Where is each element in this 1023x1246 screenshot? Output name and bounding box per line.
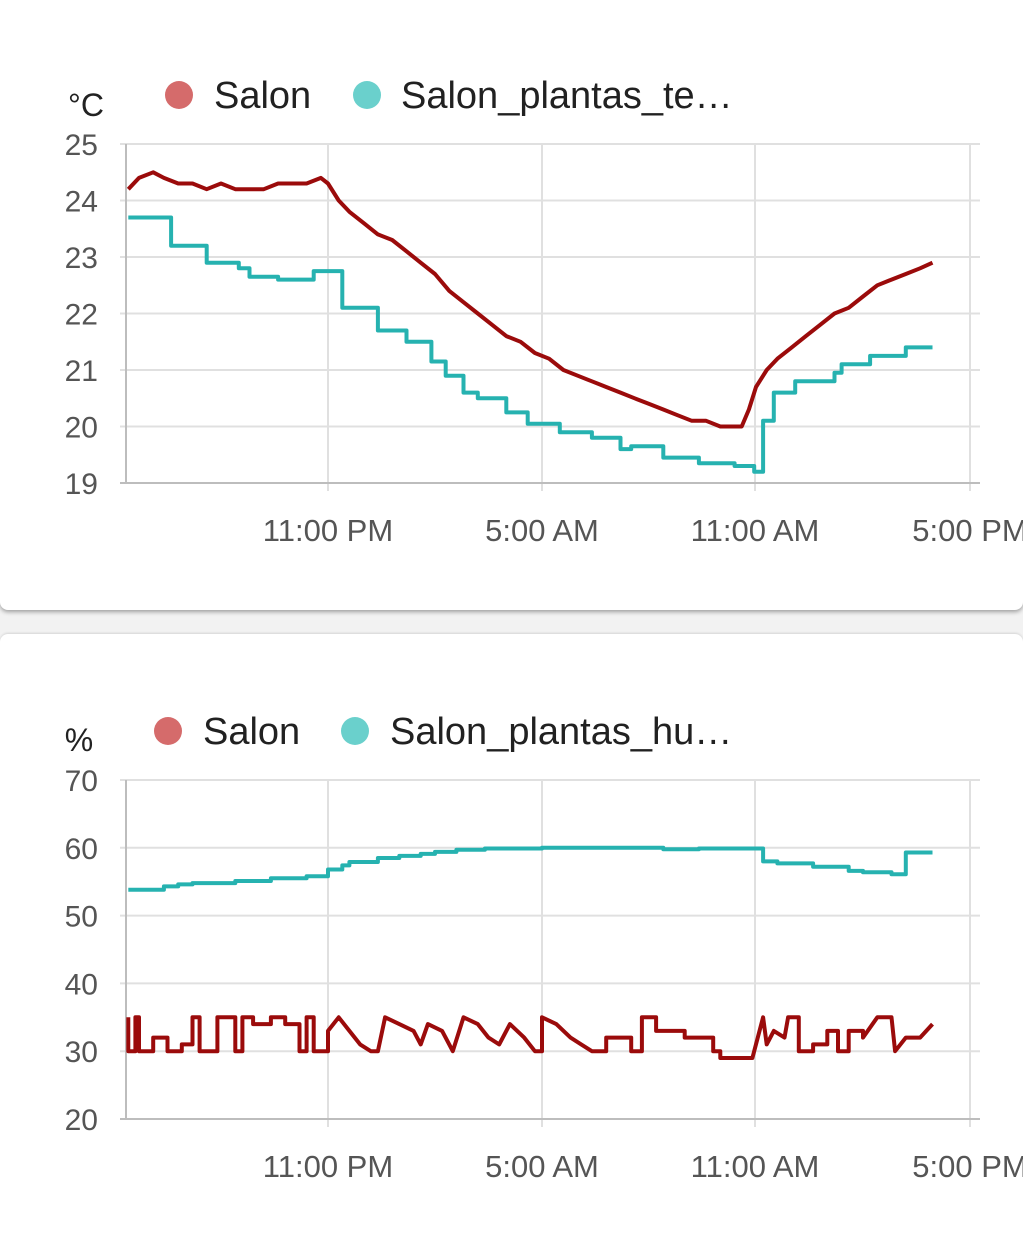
unit-label: % bbox=[65, 722, 93, 758]
y-tick-label: 50 bbox=[65, 901, 98, 934]
temperature-chart: 25 24 23 22 21 20 19 11:00 PM 5:00 AM 11:00 AM 5:0… bbox=[65, 75, 1023, 548]
legend-label-plantas: Salon_plantas_hu… bbox=[390, 711, 732, 753]
x-tick-label: 5:00 PM bbox=[912, 513, 1023, 548]
legend-marker-salon bbox=[154, 717, 182, 745]
series-line-salon bbox=[126, 170, 934, 429]
y-tick-label: 25 bbox=[65, 129, 98, 162]
legend-marker-plantas bbox=[341, 717, 369, 745]
x-tick-label: 5:00 AM bbox=[485, 513, 599, 548]
x-tick-label: 11:00 PM bbox=[263, 513, 393, 548]
x-tick-label: 5:00 AM bbox=[485, 1149, 599, 1184]
temperature-card: 25 24 23 22 21 20 19 11:00 PM 5:00 AM 11:00 AM 5:0… bbox=[0, 0, 1023, 610]
x-tick-label: 11:00 AM bbox=[691, 1149, 820, 1184]
legend-marker-plantas bbox=[353, 81, 381, 109]
legend-marker-salon bbox=[165, 81, 193, 109]
legend-label-plantas: Salon_plantas_te… bbox=[401, 75, 733, 117]
series-line-salon bbox=[126, 1015, 934, 1060]
unit-label: °C bbox=[68, 87, 104, 123]
humidity-chart: 70 60 50 40 30 20 11:00 PM 5:00 AM 11:00 AM 5:00 … bbox=[65, 711, 1023, 1184]
y-tick-label: 24 bbox=[65, 186, 98, 219]
y-tick-label: 23 bbox=[65, 242, 98, 275]
x-tick-label: 11:00 PM bbox=[263, 1149, 393, 1184]
legend-label-salon: Salon bbox=[214, 75, 311, 117]
x-tick-label: 5:00 PM bbox=[912, 1149, 1023, 1184]
y-tick-label: 60 bbox=[65, 833, 98, 866]
humidity-card: 70 60 50 40 30 20 11:00 PM 5:00 AM 11:00 AM 5:00 … bbox=[0, 634, 1023, 1246]
series-line-plantas bbox=[128, 845, 933, 892]
series-line-plantas bbox=[128, 215, 933, 474]
y-tick-label: 20 bbox=[65, 412, 98, 445]
x-tick-label: 11:00 AM bbox=[691, 513, 820, 548]
y-tick-label: 19 bbox=[65, 468, 98, 501]
y-tick-label: 22 bbox=[65, 299, 98, 332]
y-tick-label: 30 bbox=[65, 1036, 98, 1069]
legend-label-salon: Salon bbox=[203, 711, 300, 753]
y-tick-label: 21 bbox=[65, 355, 98, 388]
y-tick-label: 20 bbox=[65, 1104, 98, 1137]
y-tick-label: 40 bbox=[65, 968, 98, 1001]
y-tick-label: 70 bbox=[65, 765, 98, 798]
